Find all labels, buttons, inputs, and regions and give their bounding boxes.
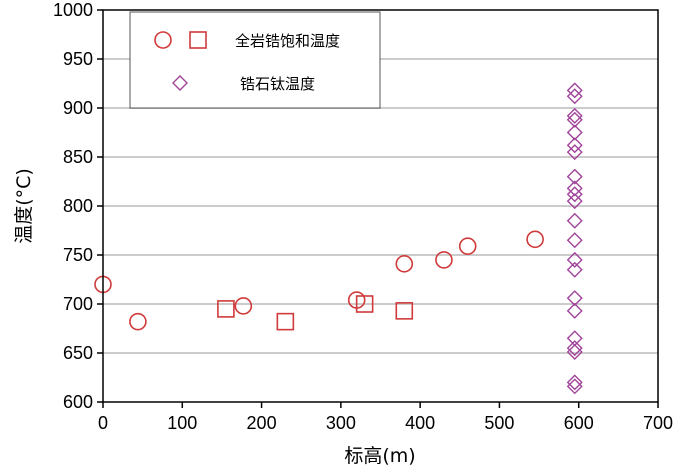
y-tick-label: 600 <box>63 392 93 412</box>
y-tick-label: 950 <box>63 49 93 69</box>
data-point-square <box>355 295 374 313</box>
data-point-diamond <box>566 137 583 154</box>
data-point-diamond <box>566 302 583 319</box>
legend: 全岩锆饱和温度 锆石钛温度 <box>129 11 381 109</box>
data-point-diamond <box>566 107 583 124</box>
y-tick-label: 1000 <box>53 0 93 20</box>
data-point-diamond <box>566 330 583 347</box>
y-tick-label: 900 <box>63 98 93 118</box>
data-point-circle <box>395 255 414 273</box>
data-point-square <box>276 312 295 331</box>
data-point-diamond <box>566 124 583 141</box>
data-point-diamond <box>566 111 583 128</box>
data-point-diamond <box>566 251 583 268</box>
y-tick-label: 850 <box>63 147 93 167</box>
data-point-diamond <box>566 378 583 395</box>
data-point-diamond <box>566 144 583 161</box>
data-point-circle <box>458 237 477 255</box>
data-point-diamond <box>566 168 583 185</box>
legend-circle-marker <box>154 31 172 49</box>
y-tick-label: 750 <box>63 245 93 265</box>
y-tick-label: 700 <box>63 294 93 314</box>
legend-diamond-marker <box>172 75 188 91</box>
y-axis-title: 温度(°C) <box>13 168 35 244</box>
x-tick-label: 700 <box>643 413 673 433</box>
axis-ticks: 600 650 700 750 800 850 900 950 1000 0 100 200 300 40… <box>53 0 673 433</box>
data-point-diamond <box>566 374 583 391</box>
legend-box <box>129 11 381 109</box>
x-tick-label: 100 <box>167 413 197 433</box>
data-point-diamond <box>566 344 583 361</box>
data-point-diamond <box>566 193 583 210</box>
data-point-square <box>395 302 414 320</box>
data-point-diamond <box>566 180 583 197</box>
data-point-diamond <box>566 212 583 229</box>
x-tick-label: 500 <box>484 413 514 433</box>
data-point-square <box>217 300 235 318</box>
legend-label-titanium: 锆石钛温度 <box>240 75 315 93</box>
legend-square-marker <box>189 31 207 49</box>
data-point-circle <box>234 297 253 315</box>
data-point-diamond <box>566 340 583 357</box>
y-tick-label: 650 <box>63 343 93 363</box>
x-tick-label: 300 <box>326 413 356 433</box>
x-tick-label: 600 <box>564 413 594 433</box>
data-point-diamond <box>566 82 583 99</box>
y-tick-label: 800 <box>63 196 93 216</box>
data-point-diamond <box>566 186 583 203</box>
x-axis-title: 标高(m) <box>344 445 415 467</box>
data-point-circle <box>435 251 453 269</box>
data-point-circle <box>129 312 147 331</box>
x-tick-label: 0 <box>98 413 108 433</box>
data-point-diamond <box>566 232 583 249</box>
data-point-circle <box>526 230 544 249</box>
data-point-diamond <box>566 290 583 307</box>
x-tick-label: 200 <box>247 413 277 433</box>
legend-label-saturation: 全岩锆饱和温度 <box>235 32 340 50</box>
x-tick-label: 400 <box>405 413 435 433</box>
data-point-diamond <box>566 261 583 278</box>
data-points <box>94 82 583 395</box>
data-point-diamond <box>566 88 583 105</box>
